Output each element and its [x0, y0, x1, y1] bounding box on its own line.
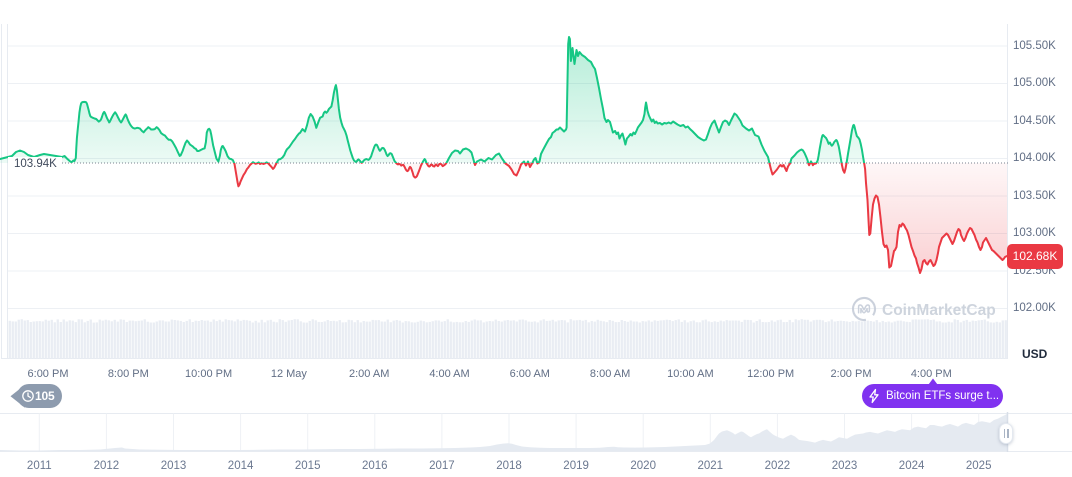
svg-text:CoinMarketCap: CoinMarketCap — [882, 302, 996, 319]
